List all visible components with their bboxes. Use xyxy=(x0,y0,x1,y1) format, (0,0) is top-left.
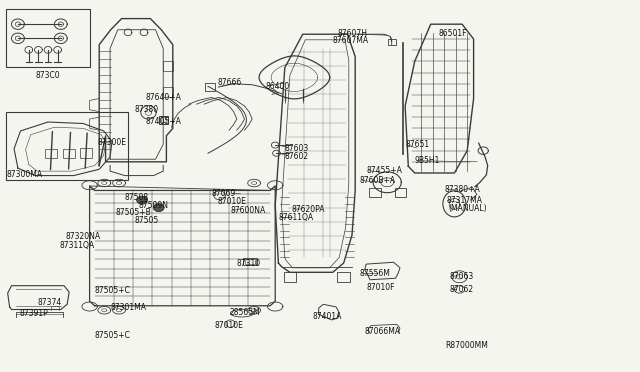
Bar xyxy=(163,87,173,97)
Bar xyxy=(388,39,396,45)
Bar xyxy=(284,272,296,282)
Text: 8760B+A: 8760B+A xyxy=(360,176,396,185)
Bar xyxy=(159,116,168,124)
Text: 87069: 87069 xyxy=(211,189,236,198)
Text: (MANUAL): (MANUAL) xyxy=(448,204,486,213)
Bar xyxy=(369,188,381,197)
Polygon shape xyxy=(154,204,164,211)
Bar xyxy=(205,83,215,91)
Text: 87651: 87651 xyxy=(405,140,429,149)
Bar xyxy=(245,259,255,264)
Text: 86400: 86400 xyxy=(266,82,290,91)
Text: 87556M: 87556M xyxy=(360,269,390,278)
Text: 87391P: 87391P xyxy=(19,309,48,318)
Text: 87602: 87602 xyxy=(285,152,309,161)
Polygon shape xyxy=(137,196,147,204)
Bar xyxy=(163,61,173,71)
Text: 873C0: 873C0 xyxy=(36,71,60,80)
Bar xyxy=(161,117,166,122)
Text: 87508: 87508 xyxy=(125,193,149,202)
Text: 87600NA: 87600NA xyxy=(230,206,266,215)
Text: 87010F: 87010F xyxy=(366,283,395,292)
Text: 87380+A: 87380+A xyxy=(445,185,481,194)
Text: 87062: 87062 xyxy=(449,285,474,294)
Text: 87405+A: 87405+A xyxy=(146,117,182,126)
Text: 87603: 87603 xyxy=(285,144,309,153)
Text: 87063: 87063 xyxy=(449,272,474,280)
Text: 87620PA: 87620PA xyxy=(291,205,324,214)
Text: 87010E: 87010E xyxy=(214,321,243,330)
Text: 87666: 87666 xyxy=(218,78,242,87)
Text: 87607H: 87607H xyxy=(338,29,368,38)
Text: 87380: 87380 xyxy=(134,105,159,114)
Text: 87010E: 87010E xyxy=(218,198,246,206)
Bar xyxy=(6,9,90,67)
Text: 87300E: 87300E xyxy=(98,138,127,147)
Bar xyxy=(63,148,75,158)
Text: 87300MA: 87300MA xyxy=(6,170,42,179)
Bar xyxy=(80,148,92,158)
Text: 87320NA: 87320NA xyxy=(65,232,100,241)
Text: 87311QA: 87311QA xyxy=(60,241,95,250)
Text: 9B5H1: 9B5H1 xyxy=(415,156,440,165)
Text: 28565M: 28565M xyxy=(229,308,260,317)
Bar xyxy=(395,188,406,197)
Text: 87066MA: 87066MA xyxy=(365,327,401,336)
Text: R87000MM: R87000MM xyxy=(445,341,488,350)
Bar xyxy=(243,258,257,265)
Text: 87640+A: 87640+A xyxy=(146,93,182,102)
Text: 87317MA: 87317MA xyxy=(446,196,482,205)
Bar xyxy=(45,149,57,158)
Text: 87455+A: 87455+A xyxy=(366,166,402,175)
Text: 87505+C: 87505+C xyxy=(95,331,131,340)
Text: 87505+C: 87505+C xyxy=(95,286,131,295)
Text: 87505+B: 87505+B xyxy=(115,208,151,217)
Text: 87374: 87374 xyxy=(37,298,61,307)
Text: 87505: 87505 xyxy=(134,216,159,225)
Text: 87509N: 87509N xyxy=(138,201,168,210)
Bar xyxy=(337,272,350,282)
Text: 87401A: 87401A xyxy=(312,312,342,321)
Text: 87607MA: 87607MA xyxy=(333,36,369,45)
Bar xyxy=(6,112,128,180)
Text: 87310: 87310 xyxy=(237,259,261,268)
Text: 87611QA: 87611QA xyxy=(278,213,314,222)
Text: 86501F: 86501F xyxy=(438,29,467,38)
Text: 87301MA: 87301MA xyxy=(110,303,146,312)
